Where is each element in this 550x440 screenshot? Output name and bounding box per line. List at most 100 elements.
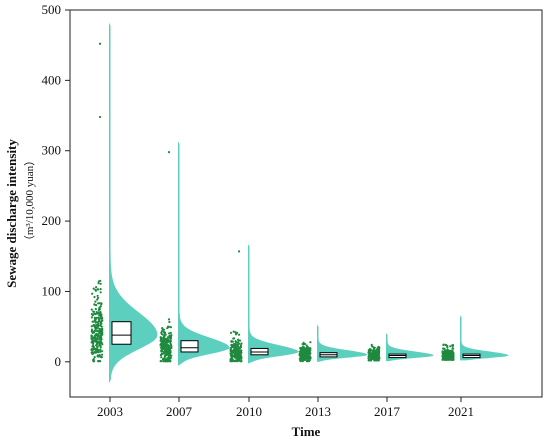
data-point	[92, 336, 96, 339]
data-point	[238, 333, 241, 336]
groups-layer	[90, 22, 509, 383]
data-point	[95, 330, 99, 333]
data-point	[95, 351, 98, 354]
data-point	[233, 337, 236, 340]
data-point	[443, 358, 446, 361]
data-point	[447, 358, 450, 361]
data-point	[230, 340, 233, 343]
data-point	[92, 310, 95, 313]
outlier-point	[98, 115, 102, 119]
group-2013	[298, 324, 368, 363]
data-point	[371, 351, 374, 355]
data-point	[93, 303, 96, 306]
data-point	[98, 306, 101, 309]
data-point	[93, 317, 96, 320]
data-point	[305, 347, 308, 350]
data-point	[160, 356, 163, 359]
data-point	[160, 330, 163, 333]
data-point	[368, 351, 371, 354]
data-point	[307, 354, 310, 357]
data-point	[166, 338, 169, 341]
data-point	[95, 327, 98, 330]
data-point	[452, 347, 455, 350]
data-point	[167, 325, 171, 329]
data-point	[234, 342, 237, 345]
data-point	[96, 298, 99, 301]
plot-border	[69, 9, 543, 398]
data-point	[169, 335, 173, 338]
data-point	[92, 344, 95, 347]
data-point	[447, 351, 451, 355]
data-point	[161, 352, 164, 355]
data-point	[165, 347, 168, 350]
data-point	[100, 356, 103, 359]
data-point	[166, 360, 169, 363]
violin-2021	[460, 315, 509, 361]
data-point	[449, 345, 452, 348]
data-point	[309, 341, 312, 344]
y-tick-label: 500	[42, 2, 62, 17]
data-point	[167, 345, 170, 348]
data-point	[377, 352, 381, 355]
violin-2003	[109, 22, 158, 383]
data-point	[92, 324, 95, 327]
data-point	[167, 356, 170, 359]
data-point	[92, 348, 95, 351]
data-point	[450, 351, 453, 354]
box-2007	[180, 340, 199, 353]
data-point	[169, 353, 172, 356]
data-point	[96, 296, 100, 299]
data-point	[306, 358, 309, 361]
data-point	[91, 340, 94, 343]
data-point	[90, 349, 93, 352]
data-point	[97, 355, 100, 358]
data-point	[101, 343, 104, 346]
data-point	[301, 360, 304, 363]
data-point	[94, 338, 97, 341]
data-point	[99, 291, 102, 294]
data-point	[96, 345, 99, 348]
data-point	[235, 345, 238, 348]
data-point	[168, 360, 171, 363]
x-tick-label: 2013	[305, 404, 331, 419]
data-point	[233, 351, 236, 354]
data-point	[93, 326, 97, 329]
outlier-point	[237, 250, 241, 253]
data-point	[236, 360, 239, 363]
x-tick-label: 2003	[97, 404, 123, 419]
violin-2007	[178, 141, 230, 366]
points-2017	[367, 343, 381, 362]
data-point	[300, 353, 303, 356]
data-point	[96, 288, 99, 291]
data-point	[451, 354, 454, 357]
x-tick-label: 2017	[374, 404, 401, 419]
data-point	[451, 344, 454, 347]
points-2021	[441, 343, 455, 361]
data-point	[367, 359, 370, 362]
y-axis-title: Sewage discharge intensity	[4, 139, 19, 288]
data-point	[307, 350, 310, 354]
data-point	[441, 350, 444, 353]
data-point	[99, 316, 102, 319]
data-point	[165, 349, 168, 352]
data-point	[95, 343, 99, 346]
data-point	[90, 328, 94, 331]
data-point	[443, 347, 446, 350]
data-point	[100, 302, 103, 305]
data-point	[235, 354, 238, 357]
data-point	[303, 354, 306, 357]
data-point	[100, 322, 103, 325]
data-point	[302, 357, 305, 360]
y-tick-label: 100	[42, 283, 62, 298]
data-point	[377, 359, 380, 362]
data-point	[369, 358, 372, 361]
data-point	[160, 331, 163, 334]
data-point	[160, 349, 163, 352]
data-point	[445, 350, 448, 353]
data-point	[95, 333, 99, 336]
data-point	[163, 354, 166, 357]
data-point	[299, 360, 302, 363]
data-point	[231, 351, 234, 354]
data-point	[302, 346, 306, 349]
data-point	[162, 358, 165, 361]
